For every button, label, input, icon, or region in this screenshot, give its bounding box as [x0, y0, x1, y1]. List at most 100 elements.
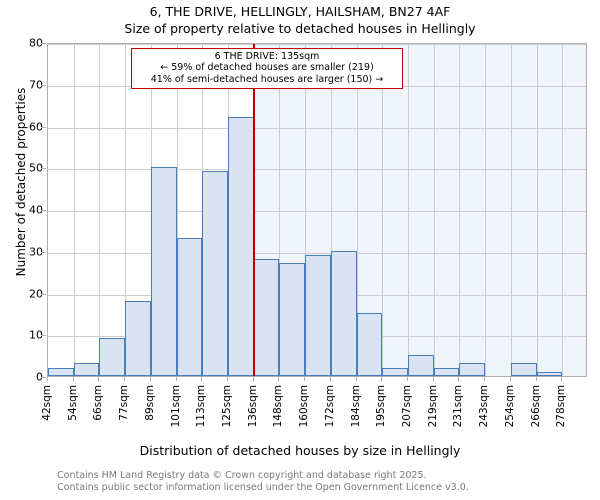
x-axis-tick-label: 66sqm — [92, 385, 105, 421]
histogram-bar — [305, 254, 331, 376]
gridline-vertical — [125, 44, 127, 376]
x-axis-tick-label: 172sqm — [323, 385, 336, 428]
chart-title-line2: Size of property relative to detached ho… — [124, 21, 476, 36]
x-axis-tick-mark — [535, 377, 537, 381]
plot-area — [47, 43, 587, 377]
property-marker-line — [252, 44, 255, 376]
x-axis-tick-mark — [72, 377, 74, 381]
x-axis-tick-label: 207sqm — [401, 385, 413, 428]
x-axis-tick-label: 54sqm — [66, 385, 79, 421]
gridline-vertical — [510, 44, 512, 376]
x-axis-tick-label: 254sqm — [503, 385, 516, 428]
histogram-bar — [433, 367, 460, 376]
x-axis-tick-label: 77sqm — [118, 385, 131, 421]
x-axis-tick-label: 184sqm — [349, 385, 362, 428]
x-axis-ticks: 42sqm 54sqm 66sqm 77sqm 89sqm 101sqm 113sqm 125… — [41, 377, 587, 427]
histogram-bar — [202, 171, 228, 376]
x-axis-tick-mark — [304, 377, 306, 381]
annotation-property-line: 6 THE DRIVE: 135sqm — [214, 51, 320, 62]
histogram-bar — [330, 250, 357, 376]
x-axis-tick-label: 219sqm — [426, 385, 439, 428]
y-axis-tick-mark — [41, 43, 46, 44]
x-axis-tick-mark — [458, 377, 460, 381]
footer-line1: Contains HM Land Registry data © Crown c… — [57, 470, 427, 481]
x-axis-tick-mark — [201, 377, 203, 381]
gridline-horizontal — [48, 169, 586, 171]
y-axis-tick-mark — [41, 84, 46, 86]
y-axis-tick-mark — [41, 335, 46, 337]
x-axis-tick-label: 148sqm — [272, 385, 285, 428]
x-axis-tick-mark — [227, 377, 228, 381]
annotation-larger-line: 41% of semi-detached houses are larger (… — [150, 73, 384, 85]
x-axis-tick-mark — [484, 377, 486, 381]
y-axis-tick-label: 80 — [29, 36, 43, 50]
gridline-vertical — [305, 44, 307, 376]
gridline-vertical — [330, 44, 332, 376]
x-axis-tick-mark — [124, 377, 126, 381]
x-axis-tick-mark — [175, 377, 177, 381]
histogram-bar — [356, 313, 383, 376]
gridline-vertical — [73, 44, 75, 376]
x-axis-tick-mark — [407, 377, 408, 381]
x-axis-tick-label: 231sqm — [452, 385, 465, 428]
y-axis-tick-mark — [41, 293, 46, 295]
gridline-horizontal — [48, 127, 586, 129]
gridline-vertical — [99, 44, 101, 376]
x-axis-tick-label: 113sqm — [195, 385, 208, 428]
x-axis-tick-mark — [47, 377, 48, 381]
x-axis-tick-label: 125sqm — [221, 385, 233, 428]
y-axis-tick-label: 0 — [36, 370, 43, 384]
x-axis-tick-label: 243sqm — [478, 385, 491, 428]
chart-title: 6, THE DRIVE, HELLINGLY, HAILSHAM, BN27 … — [0, 3, 600, 37]
x-axis-tick-mark — [329, 377, 331, 381]
x-axis-tick-mark — [355, 377, 357, 381]
y-axis-ticks: 0 10 20 30 40 50 60 70 80 — [0, 37, 46, 384]
gridline-horizontal — [48, 211, 586, 212]
y-axis-tick-label: 20 — [29, 287, 43, 300]
histogram-bar — [73, 363, 100, 376]
histogram-bar — [408, 355, 434, 376]
histogram-bar — [48, 367, 74, 376]
y-axis-tick-mark — [41, 126, 46, 128]
y-axis-tick-mark — [41, 168, 46, 170]
gridline-vertical — [562, 44, 564, 376]
y-axis-tick-mark — [41, 251, 46, 253]
gridline-vertical — [433, 44, 435, 376]
y-axis-tick-label: 60 — [29, 120, 43, 133]
property-annotation-box: 6 THE DRIVE: 135sqm ← 59% of detached ho… — [131, 48, 403, 90]
y-axis-tick-label: 10 — [29, 328, 43, 342]
y-axis-title: Number of detached properties — [14, 87, 28, 277]
gridline-vertical — [536, 44, 538, 376]
gridline-vertical — [176, 44, 178, 376]
gridline-vertical — [356, 44, 358, 376]
x-axis-tick-mark — [381, 377, 383, 381]
gridline-vertical — [382, 44, 384, 376]
x-axis-tick-label: 278sqm — [555, 385, 568, 428]
histogram-bar — [536, 371, 563, 376]
attribution-footer: Contains HM Land Registry data © Crown c… — [57, 470, 597, 493]
x-axis-tick-label: 195sqm — [375, 385, 388, 428]
x-axis-title: Distribution of detached houses by size … — [139, 443, 461, 458]
gridline-vertical — [408, 44, 409, 376]
annotation-smaller-line: ← 59% of detached houses are smaller (21… — [160, 62, 374, 74]
y-axis-tick-label: 30 — [29, 245, 43, 259]
chart-title-line1: 6, THE DRIVE, HELLINGLY, HAILSHAM, BN27 … — [149, 4, 451, 19]
y-axis-tick-mark — [41, 377, 46, 378]
x-axis-tick-label: 266sqm — [529, 385, 542, 428]
gridline-horizontal — [48, 252, 586, 254]
gridline-vertical — [459, 44, 461, 376]
x-axis-tick-label: 89sqm — [143, 385, 156, 421]
histogram-bar — [253, 259, 280, 376]
y-axis-tick-label: 70 — [29, 78, 43, 92]
footer-line2: Contains public sector information licen… — [57, 481, 469, 493]
histogram-bar — [125, 300, 151, 376]
x-axis-tick-mark — [278, 377, 280, 381]
histogram-bar — [382, 367, 408, 376]
y-axis-tick-mark — [41, 210, 46, 211]
x-axis-tick-label: 160sqm — [298, 385, 311, 428]
histogram-bar — [279, 263, 306, 376]
histogram-bar — [150, 167, 177, 376]
histogram-bar — [176, 238, 203, 376]
gridline-vertical — [485, 44, 487, 376]
